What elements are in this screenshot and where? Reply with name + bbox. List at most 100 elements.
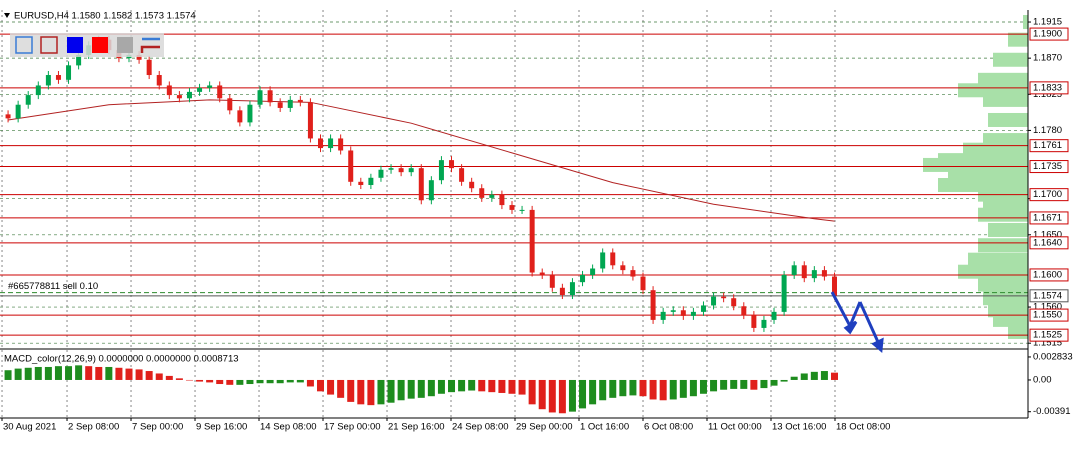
profile-bar <box>978 277 1028 292</box>
candle-body <box>348 150 354 182</box>
macd-bar <box>196 379 204 382</box>
macd-bar <box>407 379 415 399</box>
tool-icon[interactable] <box>67 37 83 53</box>
menu-triangle[interactable] <box>4 13 10 18</box>
arrow-head <box>871 337 884 354</box>
candle-body <box>499 194 505 206</box>
macd-bar <box>417 379 425 398</box>
candle-body <box>620 265 626 271</box>
tool-icon[interactable] <box>117 37 133 53</box>
candle-body <box>247 104 253 123</box>
x-tick-label: 29 Sep 00:00 <box>516 422 573 433</box>
macd-bar <box>236 379 244 385</box>
tool-icon[interactable] <box>15 36 33 54</box>
x-tick-label: 9 Sep 16:00 <box>196 422 247 433</box>
candle-body <box>5 114 11 119</box>
macd-bar <box>780 379 788 382</box>
tool-icon[interactable] <box>140 45 160 53</box>
candle-body <box>580 274 586 283</box>
level-label: 1.1671 <box>1033 212 1062 223</box>
macd-bar <box>347 379 355 402</box>
toolbar-bg <box>10 33 164 57</box>
candle-body <box>227 98 233 111</box>
candle-body <box>700 305 706 312</box>
candle-body <box>428 180 434 201</box>
candle-body <box>569 282 575 296</box>
macd-bar <box>65 366 73 380</box>
profile-bar <box>983 291 1028 306</box>
macd-bar <box>538 379 546 410</box>
macd-bar <box>185 379 193 381</box>
candle-body <box>680 310 686 316</box>
tool-icon[interactable] <box>92 37 108 53</box>
macd-bar <box>316 379 324 392</box>
candle-body <box>15 104 21 119</box>
arrow-path <box>858 301 880 343</box>
macd-bar <box>599 379 607 401</box>
y-tick-label: 1.1650 <box>1033 229 1062 240</box>
macd-bar <box>256 379 264 384</box>
macd-bar <box>518 379 526 395</box>
candle-body <box>257 90 263 105</box>
macd-bar <box>689 379 697 397</box>
x-tick-label: 6 Oct 08:00 <box>644 422 693 433</box>
macd-bar <box>95 366 103 380</box>
profile-bar <box>1008 324 1028 339</box>
level-label: 1.1900 <box>1033 29 1062 40</box>
candle-body <box>25 95 31 105</box>
macd-bar <box>276 379 284 384</box>
y-tick-label: 1.1515 <box>1033 338 1062 349</box>
macd-bar <box>468 379 476 391</box>
level-label: 1.1700 <box>1033 189 1062 200</box>
macd-bar <box>34 366 42 380</box>
candle-body <box>146 59 152 76</box>
profile-bar <box>978 238 1028 253</box>
x-tick-label: 13 Oct 16:00 <box>772 422 826 433</box>
macd-bar <box>216 379 224 385</box>
macd-bar <box>427 379 435 397</box>
profile-bar <box>993 52 1028 67</box>
level-label-box <box>1029 188 1069 202</box>
macd-bar <box>448 379 456 393</box>
candle-body <box>711 296 717 306</box>
profile-bar <box>1023 15 1028 30</box>
macd-bar <box>206 379 214 383</box>
candle-body <box>197 87 203 92</box>
candle-body <box>388 168 394 170</box>
profile-bar <box>1008 32 1028 47</box>
macd-bar <box>44 366 52 380</box>
candle-body <box>35 85 41 96</box>
candle-body <box>398 168 404 173</box>
toolbar[interactable] <box>10 33 164 57</box>
x-tick-label: 24 Sep 08:00 <box>452 422 509 433</box>
tool-icon[interactable] <box>40 36 58 54</box>
x-tick-label: 30 Aug 2021 <box>3 422 56 433</box>
candle-body <box>489 194 495 198</box>
level-label-box <box>1029 236 1069 250</box>
candle-body <box>267 90 273 103</box>
macd-bar <box>105 366 113 380</box>
level-label-box <box>1029 328 1069 342</box>
macd-bar <box>125 368 133 380</box>
macd-bar <box>579 379 587 409</box>
forecast-arrows <box>830 291 884 354</box>
main-layer: 30 Aug 2021 2 Sep 08:00 7 Sep 00:00 9 Sep 1… <box>0 17 1073 433</box>
candle-body <box>590 268 596 275</box>
level-label: 1.1833 <box>1033 82 1062 93</box>
macd-bar <box>306 379 314 387</box>
y-tick-label: -0.00391 <box>1033 406 1071 417</box>
candle-body <box>328 138 334 149</box>
candle-body <box>307 102 313 139</box>
macd-bar <box>377 379 385 405</box>
macd-bar <box>155 373 163 380</box>
macd-bar <box>810 371 818 380</box>
candle-body <box>831 276 837 296</box>
profile-bar <box>958 264 1028 279</box>
macd-bar <box>337 379 345 398</box>
profile-bar <box>983 92 1028 107</box>
candle-body <box>418 168 424 201</box>
macd-bar <box>24 367 32 380</box>
